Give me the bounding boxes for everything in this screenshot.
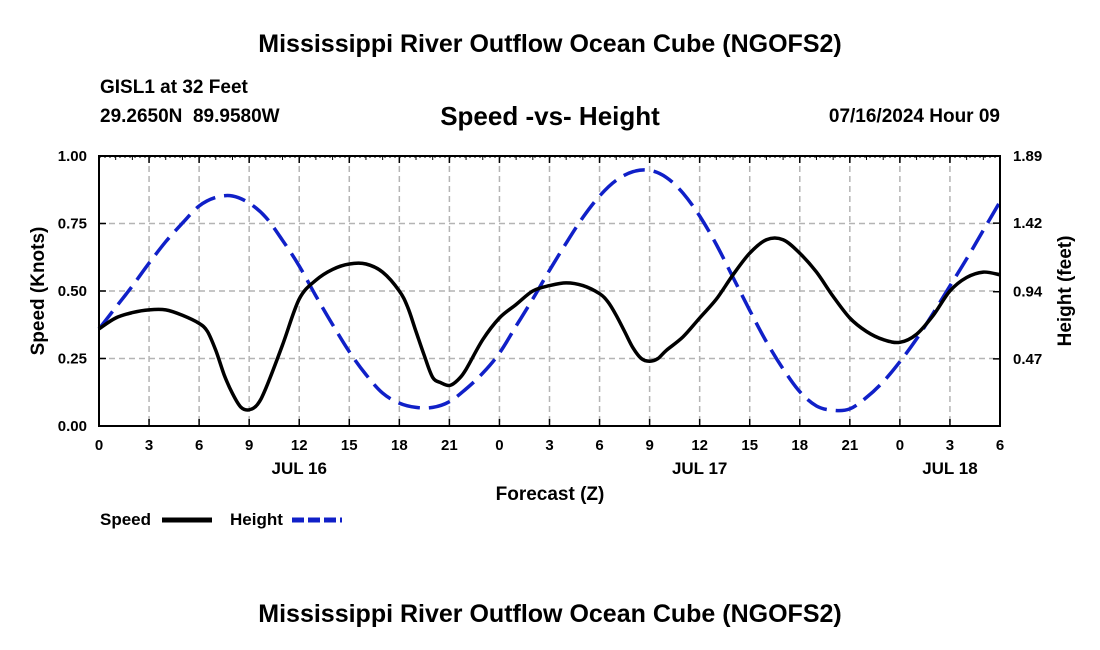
height-series-line <box>97 168 1002 413</box>
page-title: Mississippi River Outflow Ocean Cube (NG… <box>258 30 842 58</box>
x-tick-label: 0 <box>896 437 904 454</box>
footer-title: Mississippi River Outflow Ocean Cube (NG… <box>258 600 842 628</box>
x-tick-label: 15 <box>741 437 758 454</box>
y-left-tick-label: 0.75 <box>58 216 87 233</box>
series-layer <box>97 168 1002 413</box>
x-tick-label: 12 <box>291 437 308 454</box>
y-left-tick-label: 0.00 <box>58 418 87 435</box>
x-axis-title: Forecast (Z) <box>496 484 605 505</box>
axis-labels: 0 3 6 9 12 15 18 21 0 3 6 9 12 15 18 21 0 3 6 JUL 16 JUL 17 J… <box>58 148 1043 478</box>
station-coordinates: 29.2650N 89.9580W <box>100 106 280 128</box>
y-right-tick-label: 0.47 <box>1013 351 1042 368</box>
date-label: JUL 17 <box>672 459 727 478</box>
date-label: JUL 18 <box>922 459 977 478</box>
axis-ticks <box>98 155 1001 427</box>
y-right-tick-label: 1.42 <box>1013 215 1042 232</box>
longitude: 89.9580W <box>192 106 280 127</box>
x-tick-label: 6 <box>595 437 603 454</box>
x-tick-label: 21 <box>441 437 458 454</box>
y-right-tick-label: 0.94 <box>1013 284 1043 301</box>
x-tick-label: 9 <box>245 437 253 454</box>
speed-series-line <box>98 236 1001 412</box>
x-tick-label: 6 <box>195 437 203 454</box>
y-right-tick-label: 1.89 <box>1013 148 1042 165</box>
legend-height-label: Height <box>230 510 283 529</box>
x-tick-label: 18 <box>391 437 408 454</box>
y-left-tick-label: 0.50 <box>58 283 87 300</box>
chart-subtitle: Speed -vs- Height <box>440 101 660 131</box>
y-left-tick-label: 1.00 <box>58 148 87 165</box>
latitude: 29.2650N <box>100 106 183 127</box>
legend: Speed Height <box>100 510 342 529</box>
x-tick-label: 9 <box>645 437 653 454</box>
x-tick-label: 15 <box>341 437 358 454</box>
x-tick-label: 18 <box>791 437 808 454</box>
y-axis-right-title: Height (feet) <box>1055 236 1076 347</box>
x-tick-label: 21 <box>841 437 858 454</box>
x-tick-label: 3 <box>545 437 553 454</box>
x-tick-label: 0 <box>495 437 503 454</box>
x-tick-label: 12 <box>691 437 708 454</box>
date-label: JUL 16 <box>271 459 326 478</box>
y-axis-left-title: Speed (Knots) <box>28 227 49 356</box>
y-left-tick-label: 0.25 <box>58 351 87 368</box>
forecast-datetime: 07/16/2024 Hour 09 <box>828 106 1000 127</box>
x-tick-label: 3 <box>145 437 153 454</box>
x-tick-label: 3 <box>946 437 954 454</box>
station-label: GISL1 at 32 Feet <box>100 77 248 98</box>
x-tick-label: 0 <box>95 437 103 454</box>
x-tick-label: 6 <box>996 437 1004 454</box>
legend-speed-label: Speed <box>100 510 151 529</box>
